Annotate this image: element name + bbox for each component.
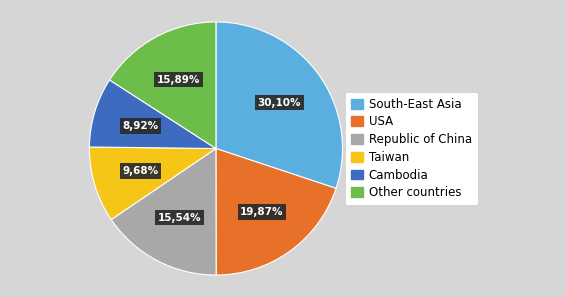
Wedge shape	[110, 22, 216, 148]
Text: 15,54%: 15,54%	[157, 213, 201, 223]
Text: 15,89%: 15,89%	[157, 75, 200, 85]
Wedge shape	[112, 148, 216, 275]
Wedge shape	[89, 147, 216, 219]
Legend: South-East Asia, USA, Republic of China, Taiwan, Cambodia, Other countries: South-East Asia, USA, Republic of China,…	[345, 92, 478, 205]
Text: 30,10%: 30,10%	[258, 98, 301, 108]
Wedge shape	[216, 148, 336, 275]
Wedge shape	[216, 22, 342, 188]
Text: 8,92%: 8,92%	[123, 121, 159, 131]
Wedge shape	[89, 80, 216, 148]
Text: 19,87%: 19,87%	[240, 207, 284, 217]
Text: 9,68%: 9,68%	[123, 166, 159, 176]
